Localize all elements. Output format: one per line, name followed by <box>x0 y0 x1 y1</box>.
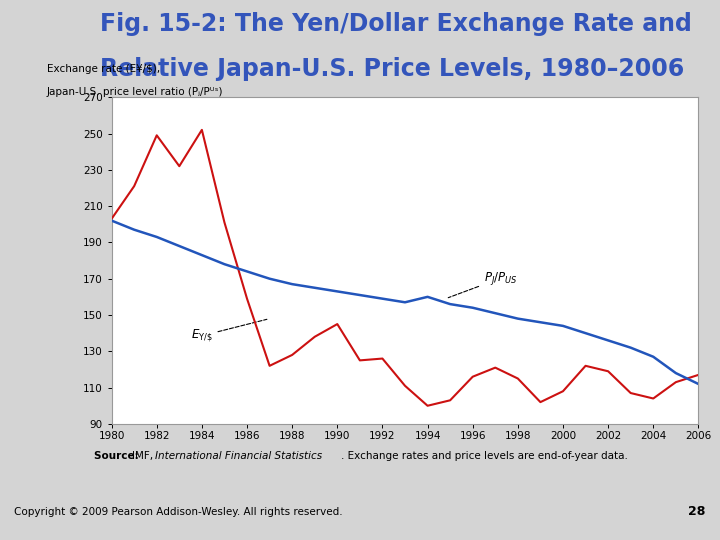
Text: International Financial Statistics: International Financial Statistics <box>155 451 322 461</box>
Text: $P_J/P_{US}$: $P_J/P_{US}$ <box>449 269 518 298</box>
Text: Exchange rate (E¥/$),: Exchange rate (E¥/$), <box>47 64 160 75</box>
Text: 28: 28 <box>688 505 706 518</box>
Text: Source:: Source: <box>94 451 142 461</box>
Text: Copyright © 2009 Pearson Addison-Wesley. All rights reserved.: Copyright © 2009 Pearson Addison-Wesley.… <box>14 507 343 517</box>
Text: IMF,: IMF, <box>132 451 156 461</box>
Text: Japan-U.S. price level ratio (Pⱼ/Pᵁˢ): Japan-U.S. price level ratio (Pⱼ/Pᵁˢ) <box>47 87 223 97</box>
Text: . Exchange rates and price levels are end-of-year data.: . Exchange rates and price levels are en… <box>341 451 629 461</box>
Text: Relative Japan-U.S. Price Levels, 1980–2006: Relative Japan-U.S. Price Levels, 1980–2… <box>99 57 684 80</box>
Text: Fig. 15-2: The Yen/Dollar Exchange Rate and: Fig. 15-2: The Yen/Dollar Exchange Rate … <box>99 12 692 36</box>
Text: $E_{\mathrm{Y/\$}}$: $E_{\mathrm{Y/\$}}$ <box>191 319 267 344</box>
